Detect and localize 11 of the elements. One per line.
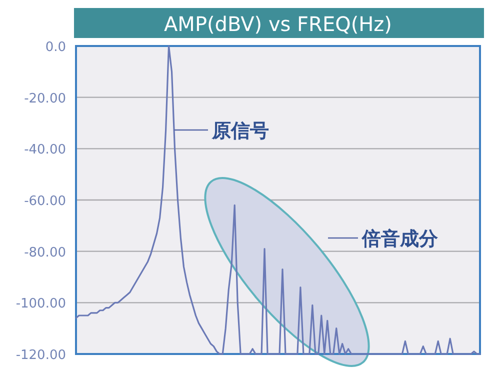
- y-tick-label: -40.00: [24, 142, 66, 158]
- y-tick-label: -100.00: [16, 296, 66, 312]
- y-tick-label: -120.00: [16, 348, 66, 363]
- annotation: 原信号: [211, 120, 269, 142]
- chart-title: AMP(dBV) vs FREQ(Hz): [164, 12, 392, 36]
- line-series: [75, 45, 481, 355]
- y-tick-label: -20.00: [24, 91, 66, 106]
- y-tick-label: 0.0: [45, 40, 66, 55]
- annotation: 倍音成分: [361, 228, 439, 250]
- y-tick-label: -80.00: [24, 245, 66, 260]
- y-tick-label: -60.00: [24, 194, 66, 209]
